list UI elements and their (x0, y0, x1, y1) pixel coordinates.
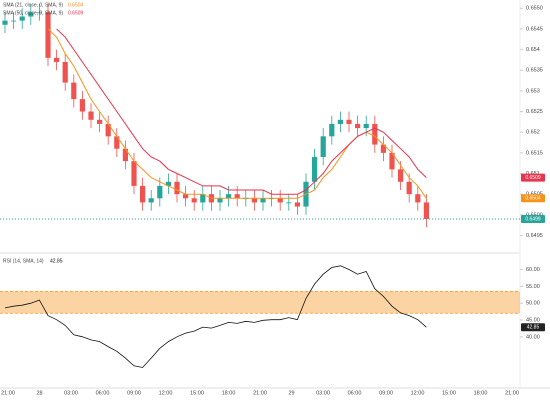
candle-body (423, 202, 429, 219)
candle-body (157, 185, 163, 199)
x-tick-label: 12:00 (411, 390, 425, 396)
price-tag (521, 214, 545, 223)
candle-body (191, 198, 197, 203)
price-tag (521, 323, 545, 332)
x-tick-label: 15:00 (442, 390, 456, 396)
candle-body (372, 123, 378, 145)
candle-body (71, 82, 77, 100)
candle-body (320, 136, 326, 157)
x-tick-label: 18:00 (474, 390, 488, 396)
y-tick-label: 45.00 (526, 317, 540, 323)
y-tick-label: 0.6545 (526, 26, 543, 32)
candle-body (363, 123, 369, 129)
x-tick-label: 21:00 (1, 390, 15, 396)
y-tick-label: 40.00 (526, 334, 540, 340)
candle-body (226, 194, 232, 199)
y-tick-label: 0.6495 (526, 233, 543, 239)
x-tick-label: 15:00 (190, 390, 204, 396)
x-tick-label: 28 (36, 390, 42, 396)
x-tick-label: 09:00 (379, 390, 393, 396)
y-tick-label: 0.6550 (526, 6, 543, 12)
price-tag-label: 0.6509 (525, 175, 541, 181)
y-tick-label: 60.00 (526, 267, 540, 273)
rsi-band (0, 291, 520, 314)
price-tag (521, 194, 545, 203)
candle-body (329, 123, 335, 137)
candle-body (148, 198, 154, 203)
x-tick-label: 18:00 (222, 390, 236, 396)
rsi-value: 42.85 (50, 258, 63, 264)
y-tick-label: 0.6525 (526, 109, 543, 115)
x-tick-label: 06:00 (348, 390, 362, 396)
legend-name: SMA (21, close, 0, SMA, 9) (3, 2, 63, 8)
candle-body (183, 194, 189, 199)
legend-value: 0.6504 (68, 2, 84, 8)
candle-body (200, 194, 206, 203)
candle-body (312, 156, 318, 182)
candle-body (337, 119, 343, 124)
candle-body (114, 136, 120, 149)
y-tick-label: 0.654 (526, 47, 540, 53)
candle-body (28, 12, 34, 17)
price-tag-label: 0.6504 (525, 196, 541, 202)
candle-body (165, 181, 171, 186)
sma-line (56, 28, 427, 195)
candle-body (415, 194, 421, 203)
legend-name: SMA (50, close, 0, SMA, 9) (3, 10, 63, 16)
x-tick-label: 12:00 (159, 390, 173, 396)
candle-body (36, 12, 42, 14)
candle-body (355, 123, 361, 129)
candle-body (380, 144, 386, 153)
price-tag-label: 0.6499 (525, 216, 541, 222)
candle-body (122, 148, 128, 162)
candle-body (277, 198, 283, 203)
x-tick-label: 09:00 (127, 390, 141, 396)
price-tag-label: 42.85 (527, 325, 540, 331)
candle-body (346, 119, 352, 124)
x-tick-label: 21:00 (253, 390, 267, 396)
candle-body (140, 185, 146, 203)
candle-body (2, 20, 8, 25)
candle-body (286, 202, 292, 204)
candle-body (131, 161, 137, 186)
candle-body (294, 202, 300, 207)
candle-body (97, 119, 103, 124)
price-tag (521, 173, 545, 182)
rsi-line (4, 265, 427, 368)
legend-value: 0.6509 (68, 10, 84, 16)
candle-body (88, 111, 94, 120)
y-tick-label: 0.6535 (526, 68, 543, 74)
candle-body (389, 152, 395, 170)
candle-body (234, 194, 240, 199)
y-tick-label: 0.6515 (526, 150, 543, 156)
candle-body (54, 57, 60, 62)
y-tick-label: 0.652 (526, 130, 540, 136)
x-tick-label: 03:00 (316, 390, 330, 396)
candle-body (398, 169, 404, 182)
candle-body (105, 123, 111, 137)
candle-body (19, 16, 25, 21)
rsi-title: RSI (14, SMA, 14) (3, 258, 44, 264)
candle-body (217, 198, 223, 203)
y-tick-label: 55.00 (526, 284, 540, 290)
candle-body (45, 12, 51, 58)
candle-body (406, 181, 412, 195)
y-tick-label: 0.653 (526, 88, 540, 94)
candle-body (79, 99, 85, 112)
candle-body (251, 198, 257, 203)
candle-body (62, 61, 68, 83)
candle-body (174, 181, 180, 195)
y-tick-label: 50.00 (526, 301, 540, 307)
x-tick-label: 06:00 (96, 390, 110, 396)
x-tick-label: 21:00 (505, 390, 519, 396)
candle-body (260, 198, 266, 203)
candle-body (11, 20, 17, 22)
x-tick-label: 03:00 (64, 390, 78, 396)
x-tick-label: 29 (288, 390, 294, 396)
